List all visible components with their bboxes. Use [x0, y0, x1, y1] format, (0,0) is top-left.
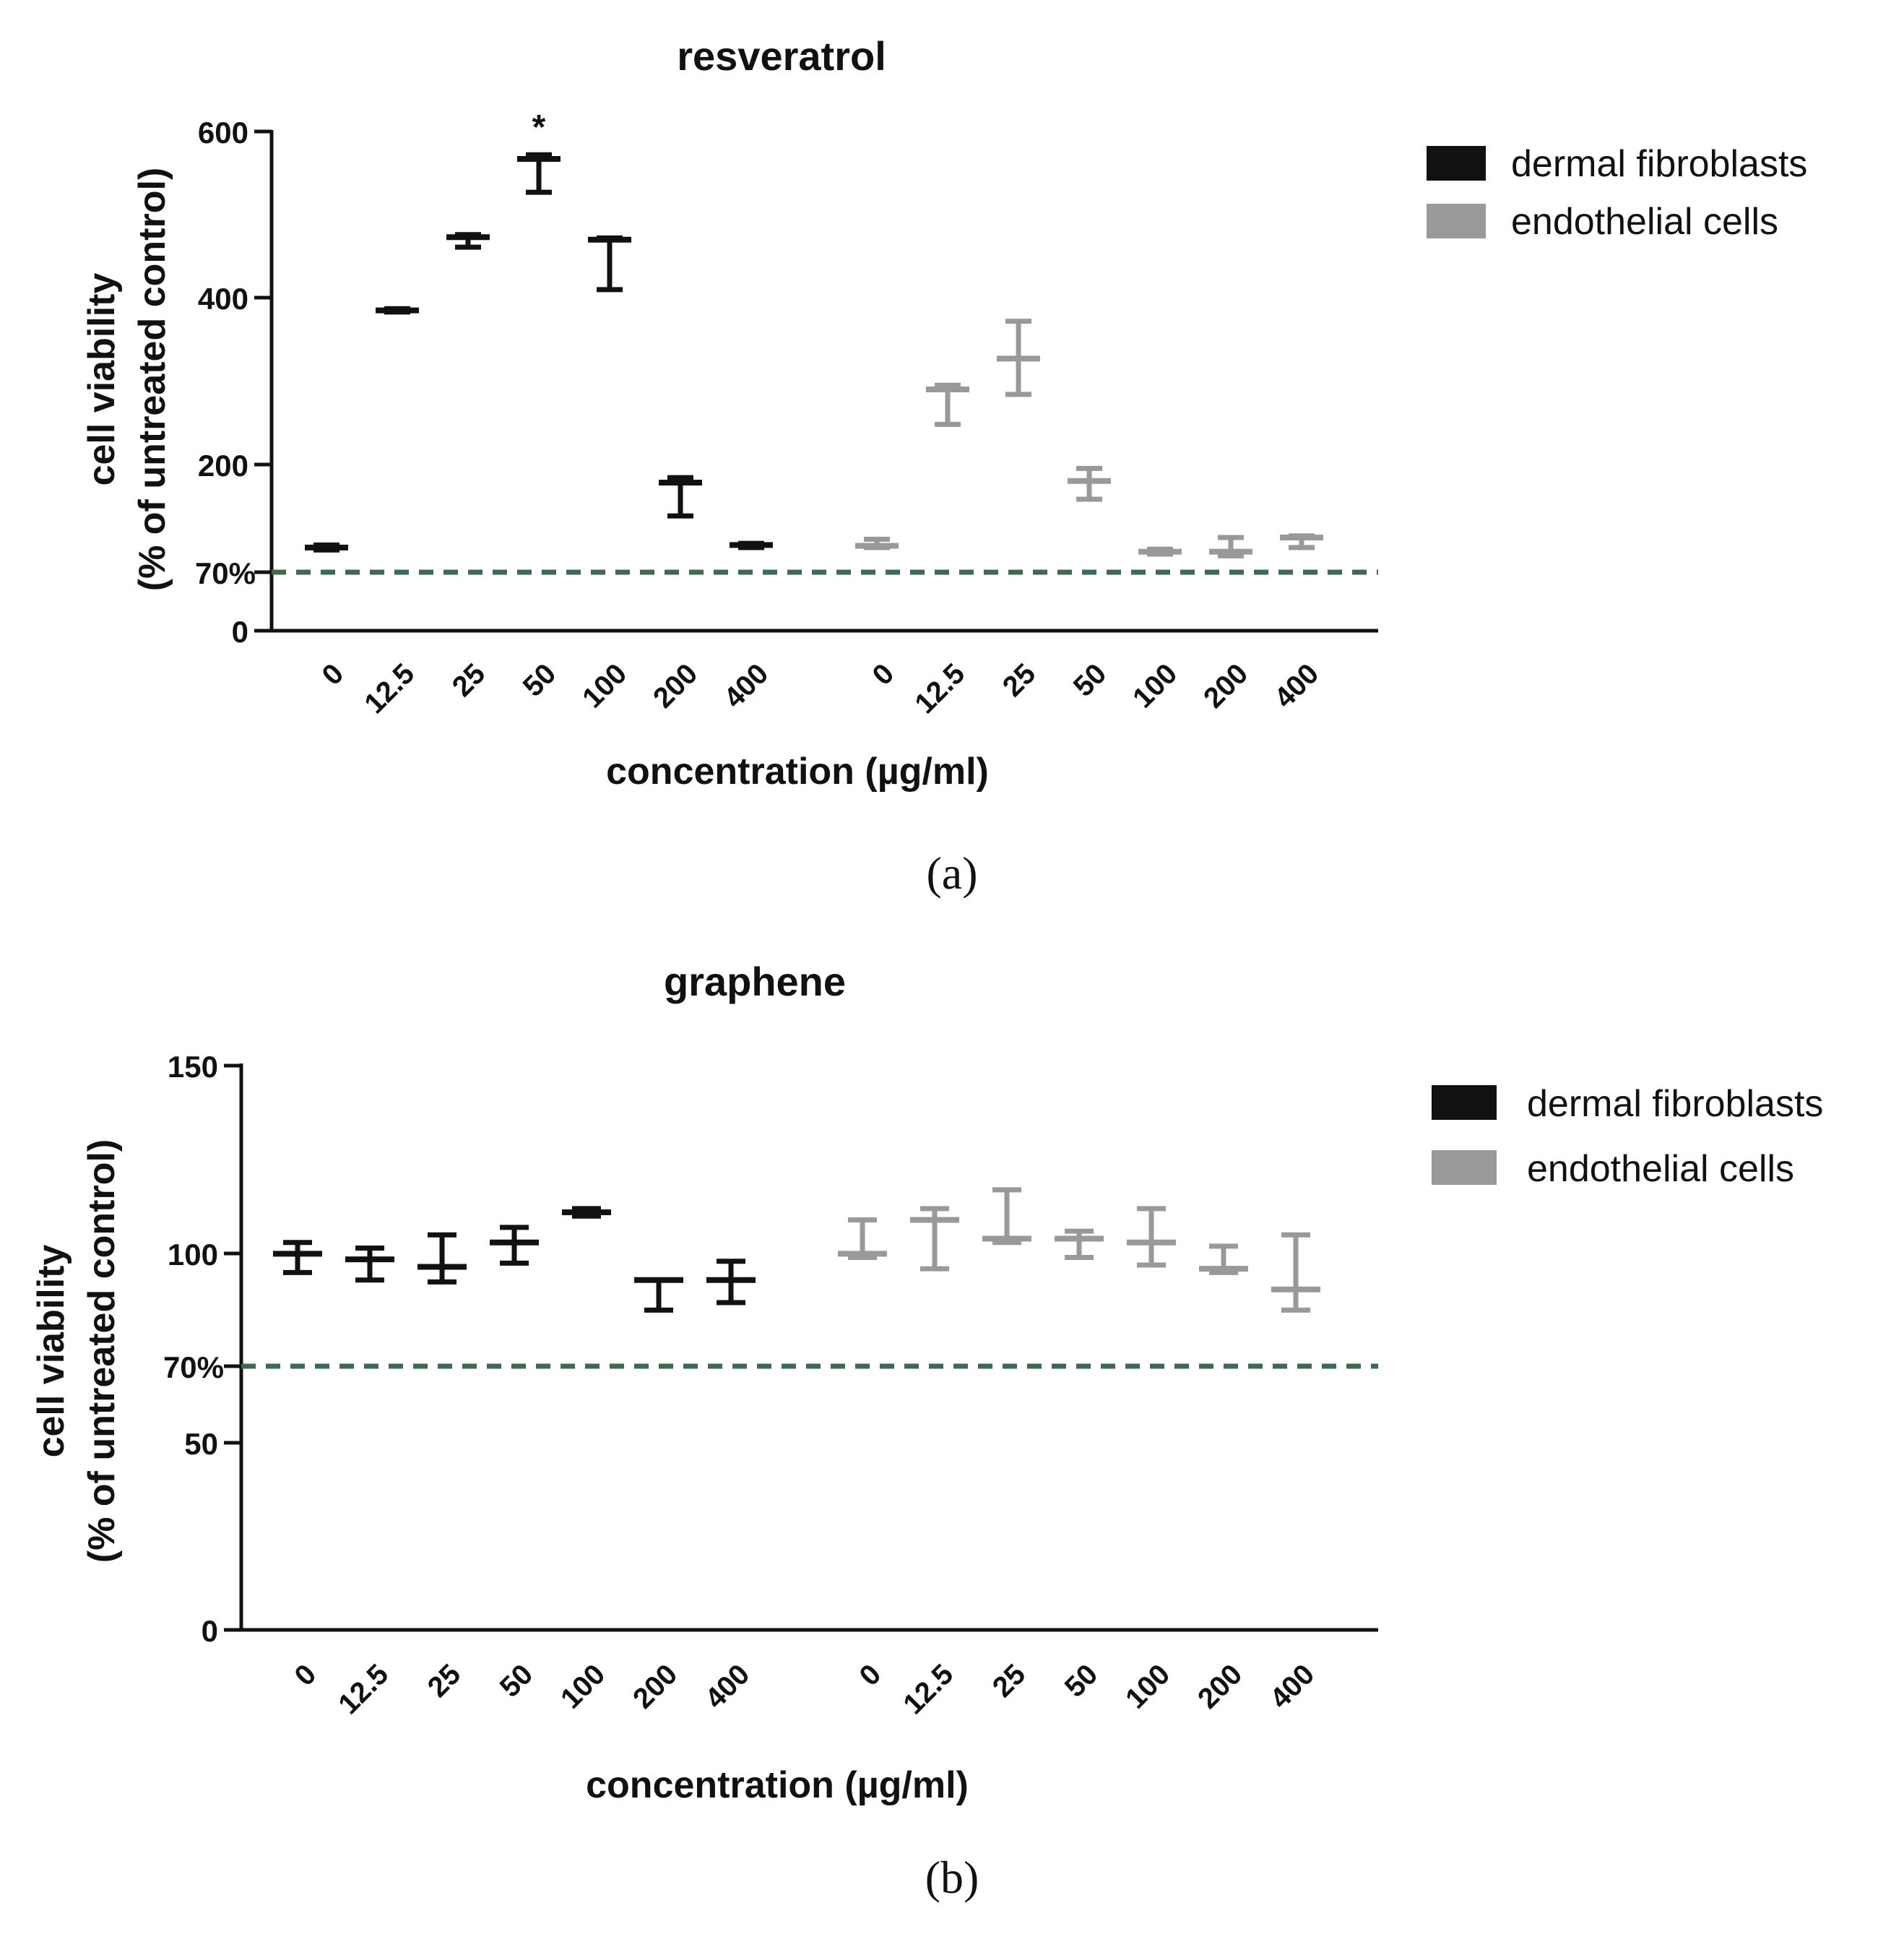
data-point-endothelial-cells-100 — [1127, 1206, 1176, 1268]
data-point-endothelial-cells-50 — [1068, 465, 1111, 502]
y-tick-label: 600 — [198, 116, 248, 150]
data-point-endothelial-cells-100 — [1138, 546, 1182, 557]
x-tick-label: 100 — [555, 1658, 611, 1714]
x-tick-label: 100 — [1120, 1658, 1176, 1714]
panel-b-y-axis-title-line2: (% of untreated control) — [81, 1139, 123, 1563]
x-tick-label: 0 — [289, 1658, 323, 1692]
data-point-dermal-fibroblasts-50 — [517, 152, 561, 195]
data-point-endothelial-cells-12.5 — [926, 382, 969, 427]
panel-a-x-ticks: 0 12.5 25 50 100 200 400 0 12.5 25 50 10… — [316, 657, 1325, 720]
data-point-dermal-fibroblasts-0 — [305, 542, 348, 553]
x-tick-label: 50 — [1068, 657, 1113, 703]
legend-swatch-endothelial-cells — [1432, 1150, 1497, 1185]
panel-a-x-axis-title: concentration (µg/ml) — [606, 751, 989, 793]
x-tick-label: 12.5 — [909, 657, 971, 720]
data-point-dermal-fibroblasts-100 — [588, 235, 631, 293]
x-tick-label: 12.5 — [332, 1658, 394, 1720]
x-tick-label: 50 — [1059, 1658, 1104, 1704]
data-point-dermal-fibroblasts-400 — [730, 540, 773, 551]
x-tick-label: 0 — [316, 657, 350, 691]
panel-a-caption: (a) — [926, 847, 977, 899]
data-point-dermal-fibroblasts-25 — [446, 232, 490, 250]
legend-label-dermal-fibroblasts: dermal fibroblasts — [1527, 1083, 1823, 1125]
x-tick-label: 25 — [987, 1658, 1032, 1704]
data-point-endothelial-cells-0 — [838, 1217, 887, 1261]
data-point-endothelial-cells-50 — [1055, 1228, 1104, 1261]
x-tick-label: 25 — [997, 657, 1042, 703]
y-tick-label: 400 — [198, 282, 248, 316]
data-point-dermal-fibroblasts-200 — [659, 475, 702, 519]
x-tick-label: 25 — [422, 1658, 467, 1704]
x-tick-label: 0 — [867, 657, 901, 691]
panel-b-legend: dermal fibroblasts endothelial cells — [1432, 1083, 1823, 1190]
data-point-dermal-fibroblasts-50 — [490, 1225, 539, 1266]
data-point-endothelial-cells-200 — [1199, 1243, 1248, 1275]
panel-b-x-axis-title: concentration (µg/ml) — [586, 1764, 969, 1806]
x-tick-label: 200 — [647, 657, 704, 714]
y-tick-label-threshold: 70% — [163, 1350, 224, 1384]
legend-swatch-dermal-fibroblasts — [1432, 1085, 1497, 1120]
x-tick-label: 50 — [517, 657, 563, 703]
y-tick-label: 200 — [198, 449, 248, 483]
data-point-endothelial-cells-0 — [855, 536, 899, 551]
y-tick-label: 150 — [168, 1050, 218, 1084]
x-tick-label: 100 — [1127, 657, 1183, 714]
legend-swatch-endothelial-cells — [1427, 204, 1486, 238]
data-point-endothelial-cells-12.5 — [910, 1206, 959, 1272]
x-tick-label: 400 — [718, 657, 774, 714]
data-point-dermal-fibroblasts-0 — [273, 1240, 322, 1275]
data-point-endothelial-cells-400 — [1280, 533, 1323, 551]
panel-b-graphene: graphene cell viability (% of untreated … — [30, 959, 1823, 1903]
panel-a-data-marks: * — [305, 108, 1323, 558]
data-point-endothelial-cells-25 — [982, 1187, 1031, 1246]
panel-a-y-axis-title-line2: (% of untreated control) — [131, 168, 173, 591]
x-tick-label: 200 — [1192, 1658, 1248, 1714]
legend-label-endothelial-cells: endothelial cells — [1527, 1148, 1794, 1190]
data-point-dermal-fibroblasts-12.5 — [345, 1246, 394, 1283]
x-tick-label: 400 — [1264, 1658, 1320, 1714]
panel-b-title: graphene — [664, 959, 846, 1004]
x-tick-label: 50 — [494, 1658, 540, 1704]
panel-a-y-ticks: 0 200 400 600 70% — [195, 116, 272, 649]
data-point-endothelial-cells-200 — [1209, 535, 1252, 558]
x-tick-label: 400 — [1268, 657, 1325, 714]
panel-b-x-ticks: 0 12.5 25 50 100 200 400 0 12.5 25 50 10… — [289, 1658, 1321, 1720]
panel-b-data-marks — [273, 1187, 1320, 1313]
legend-label-dermal-fibroblasts: dermal fibroblasts — [1511, 143, 1807, 185]
x-tick-label: 0 — [854, 1658, 888, 1692]
significance-annotation: * — [532, 108, 546, 147]
x-tick-label: 12.5 — [358, 657, 420, 720]
x-tick-label: 100 — [576, 657, 633, 714]
x-tick-label: 400 — [699, 1658, 756, 1714]
x-tick-label: 12.5 — [897, 1658, 959, 1720]
x-tick-label: 200 — [627, 1658, 683, 1714]
legend-swatch-dermal-fibroblasts — [1427, 146, 1486, 181]
panel-a-resveratrol: resveratrol cell viability (% of untreat… — [81, 33, 1807, 899]
x-tick-label: 200 — [1198, 657, 1254, 714]
panel-a-y-axis-title-line1: cell viability — [81, 273, 123, 486]
panel-b-y-axis-title-line1: cell viability — [30, 1245, 72, 1458]
y-tick-label: 50 — [184, 1427, 218, 1461]
y-tick-label: 0 — [232, 615, 248, 649]
panel-a-legend: dermal fibroblasts endothelial cells — [1427, 143, 1807, 243]
y-tick-label: 0 — [202, 1614, 218, 1648]
data-point-dermal-fibroblasts-12.5 — [376, 306, 419, 315]
x-tick-label: 25 — [446, 657, 492, 703]
y-tick-label-threshold: 70% — [195, 556, 256, 590]
data-point-dermal-fibroblasts-400 — [706, 1259, 756, 1306]
data-point-endothelial-cells-400 — [1271, 1232, 1320, 1313]
panel-b-y-ticks: 0 50 100 150 70% — [163, 1050, 241, 1648]
data-point-dermal-fibroblasts-200 — [634, 1277, 683, 1313]
data-point-dermal-fibroblasts-100 — [562, 1206, 611, 1219]
panel-b-caption: (b) — [925, 1852, 979, 1903]
panel-a-title: resveratrol — [677, 33, 886, 79]
y-tick-label: 100 — [168, 1238, 218, 1272]
data-point-endothelial-cells-25 — [997, 319, 1040, 397]
legend-label-endothelial-cells: endothelial cells — [1511, 201, 1778, 243]
data-point-dermal-fibroblasts-25 — [417, 1232, 467, 1285]
